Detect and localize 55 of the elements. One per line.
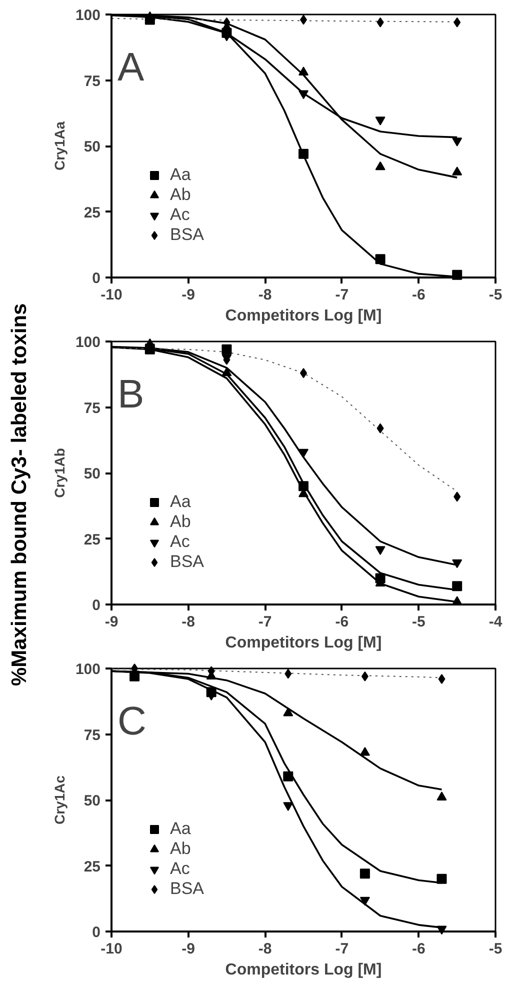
x-axis-title: Competitors Log [M] (225, 634, 382, 652)
x-tick-label: -9 (182, 940, 195, 958)
y-tick-label: 0 (92, 597, 100, 614)
y-tick-label: 0 (92, 270, 100, 287)
x-tick-label: -10 (100, 286, 122, 304)
y-tick-label: 25 (84, 531, 101, 548)
y-tick-label: 75 (84, 72, 101, 90)
legend-label: Ac (170, 532, 190, 552)
legend-label: BSA (170, 225, 204, 245)
legend-label: BSA (170, 879, 204, 899)
y-tick-label: 100 (75, 7, 101, 24)
x-tick-label: -8 (258, 940, 272, 958)
annotation: A (118, 46, 144, 90)
y-axis-title: Cry1Ac (51, 775, 68, 825)
y-tick-label: 50 (84, 138, 101, 156)
x-tick-label: -7 (335, 286, 349, 304)
legend-label: Ac (170, 859, 190, 879)
legend-label: BSA (170, 552, 204, 572)
x-tick-label: -6 (412, 940, 426, 958)
x-tick-label: -6 (412, 286, 426, 304)
y-tick-label: 50 (84, 466, 101, 482)
y-tick-label: 75 (84, 726, 101, 744)
y-tick-label: 25 (84, 858, 101, 876)
x-tick-label: -5 (412, 614, 426, 630)
x-axis-title: Competitors Log [M] (225, 962, 382, 978)
x-tick-label: -8 (182, 614, 195, 630)
legend-label: Ac (170, 205, 190, 225)
x-tick-label: -5 (488, 940, 502, 958)
x-tick-label: -6 (335, 614, 349, 630)
y-tick-label: 75 (84, 400, 101, 417)
x-tick-label: -8 (258, 286, 272, 304)
x-tick-label: -5 (488, 286, 502, 304)
y-axis-title: Cry1Ab (51, 448, 68, 498)
legend-label: Ab (170, 185, 191, 205)
y-axis-title: Cry1Aa (51, 121, 68, 171)
x-tick-label: -7 (335, 940, 349, 958)
x-tick-label: -9 (182, 286, 195, 304)
x-tick-label: -10 (100, 940, 122, 958)
text: %Maximum bound Cy3- labeled toxins (7, 302, 32, 688)
x-tick-label: -7 (258, 614, 272, 630)
y-tick-label: 100 (75, 334, 101, 351)
annotation: B (118, 372, 144, 416)
x-axis-title: Competitors Log [M] (225, 308, 382, 324)
y-tick-label: 50 (84, 792, 101, 810)
y-tick-label: 100 (75, 661, 101, 678)
legend-label: Ab (170, 839, 191, 859)
x-tick-label: -9 (104, 614, 118, 630)
annotation: C (118, 700, 146, 744)
legend-label: Ab (170, 512, 191, 532)
y-tick-label: 0 (92, 924, 100, 941)
legend-label: Aa (170, 492, 191, 512)
legend-label: Aa (170, 819, 191, 839)
legend-label: Aa (170, 165, 191, 185)
y-tick-label: 25 (84, 204, 101, 222)
x-tick-label: -4 (488, 614, 503, 630)
